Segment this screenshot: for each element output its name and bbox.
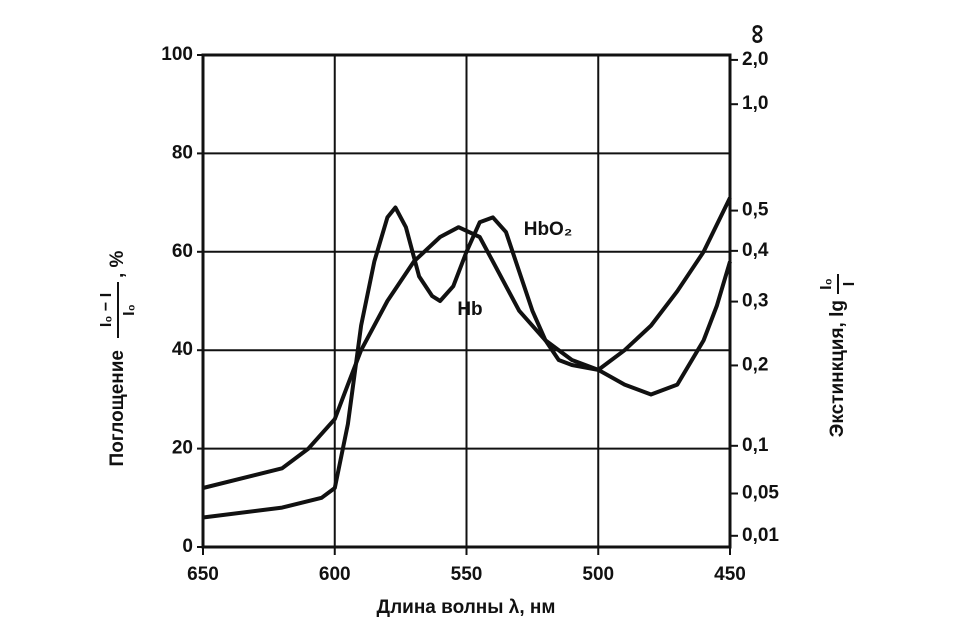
y-tick-label: 60 bbox=[172, 241, 193, 262]
y-axis-label-group: Поглощение I₀ − I I₀ , % bbox=[98, 250, 138, 466]
y-tick-label: 40 bbox=[172, 339, 193, 360]
y-axis-label: Поглощение bbox=[107, 350, 128, 466]
series-label: HbO₂ bbox=[524, 219, 573, 240]
y2-axis-label-denominator: I bbox=[841, 282, 858, 286]
y-axis-label-denominator: I₀ bbox=[121, 304, 138, 316]
y2-top-label: ∞ bbox=[740, 24, 771, 44]
y2-tick-label: 2,0 bbox=[742, 49, 768, 70]
y2-tick-label: 0,1 bbox=[742, 435, 769, 456]
y2-axis-label-group: Экстинкция, lg I₀ I bbox=[818, 274, 858, 437]
y-tick-label: 100 bbox=[161, 44, 193, 65]
x-tick-label: 600 bbox=[319, 564, 351, 585]
x-axis-label: Длина волны λ, нм bbox=[377, 597, 556, 618]
series-label: Hb bbox=[457, 299, 482, 320]
y-axis-label-numerator: I₀ − I bbox=[98, 293, 115, 327]
y-tick-label: 0 bbox=[182, 536, 193, 557]
series-line bbox=[202, 196, 732, 490]
y2-tick-label: 0,3 bbox=[742, 291, 768, 312]
y2-axis-label-numerator: I₀ bbox=[818, 278, 835, 290]
y-axis-label-unit: , % bbox=[107, 250, 128, 278]
x-tick-label: 500 bbox=[582, 564, 614, 585]
series-line bbox=[202, 205, 732, 520]
y-tick-label: 20 bbox=[172, 438, 193, 459]
x-tick-label: 650 bbox=[187, 564, 219, 585]
y2-tick-label: 1,0 bbox=[742, 93, 768, 114]
y2-tick-label: 0,2 bbox=[742, 354, 768, 375]
y-tick-label: 80 bbox=[172, 142, 193, 163]
y2-tick-label: 0,05 bbox=[742, 483, 779, 504]
y2-tick-label: 0,4 bbox=[742, 240, 769, 261]
y2-tick-label: 0,01 bbox=[742, 525, 779, 546]
x-tick-label: 450 bbox=[714, 564, 746, 585]
x-tick-label: 550 bbox=[451, 564, 483, 585]
plot-frame bbox=[201, 53, 732, 549]
y2-axis-label: Экстинкция, lg bbox=[827, 300, 848, 437]
y2-tick-label: 0,5 bbox=[742, 200, 769, 221]
